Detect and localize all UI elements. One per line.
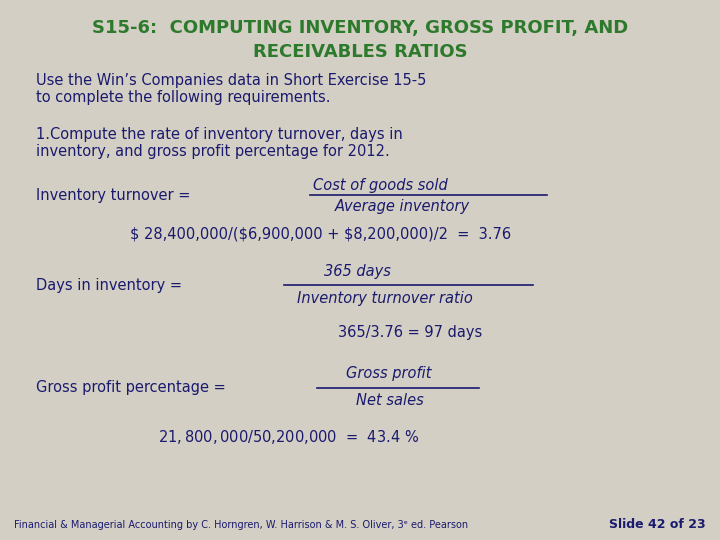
Text: Average inventory: Average inventory (335, 199, 470, 214)
Text: Slide 42 of 23: Slide 42 of 23 (609, 518, 706, 531)
Text: Cost of goods sold: Cost of goods sold (313, 178, 448, 193)
Text: $21,800,000/$50,200,000  =  43.4 %: $21,800,000/$50,200,000 = 43.4 % (158, 428, 420, 447)
Text: Financial & Managerial Accounting by C. Horngren, W. Harrison & M. S. Oliver, 3ᵉ: Financial & Managerial Accounting by C. … (14, 520, 469, 530)
Text: Net sales: Net sales (356, 393, 424, 408)
Text: S15-6:  COMPUTING INVENTORY, GROSS PROFIT, AND: S15-6: COMPUTING INVENTORY, GROSS PROFIT… (92, 19, 628, 37)
Text: 365 days: 365 days (324, 264, 391, 279)
Text: Days in inventory =: Days in inventory = (36, 278, 186, 293)
Text: 365/3.76 = 97 days: 365/3.76 = 97 days (338, 325, 482, 340)
Text: Gross profit percentage =: Gross profit percentage = (36, 380, 230, 395)
Text: Inventory turnover =: Inventory turnover = (36, 188, 195, 203)
Text: $ 28,400,000/($6,900,000 + $8,200,000)/2  =  3.76: $ 28,400,000/($6,900,000 + $8,200,000)/2… (130, 226, 510, 241)
Text: Gross profit: Gross profit (346, 366, 431, 381)
Text: RECEIVABLES RATIOS: RECEIVABLES RATIOS (253, 43, 467, 61)
Text: 1.Compute the rate of inventory turnover, days in
inventory, and gross profit pe: 1.Compute the rate of inventory turnover… (36, 127, 402, 159)
Text: Use the Win’s Companies data in Short Exercise 15-5
to complete the following re: Use the Win’s Companies data in Short Ex… (36, 73, 426, 105)
Text: Inventory turnover ratio: Inventory turnover ratio (297, 291, 473, 306)
